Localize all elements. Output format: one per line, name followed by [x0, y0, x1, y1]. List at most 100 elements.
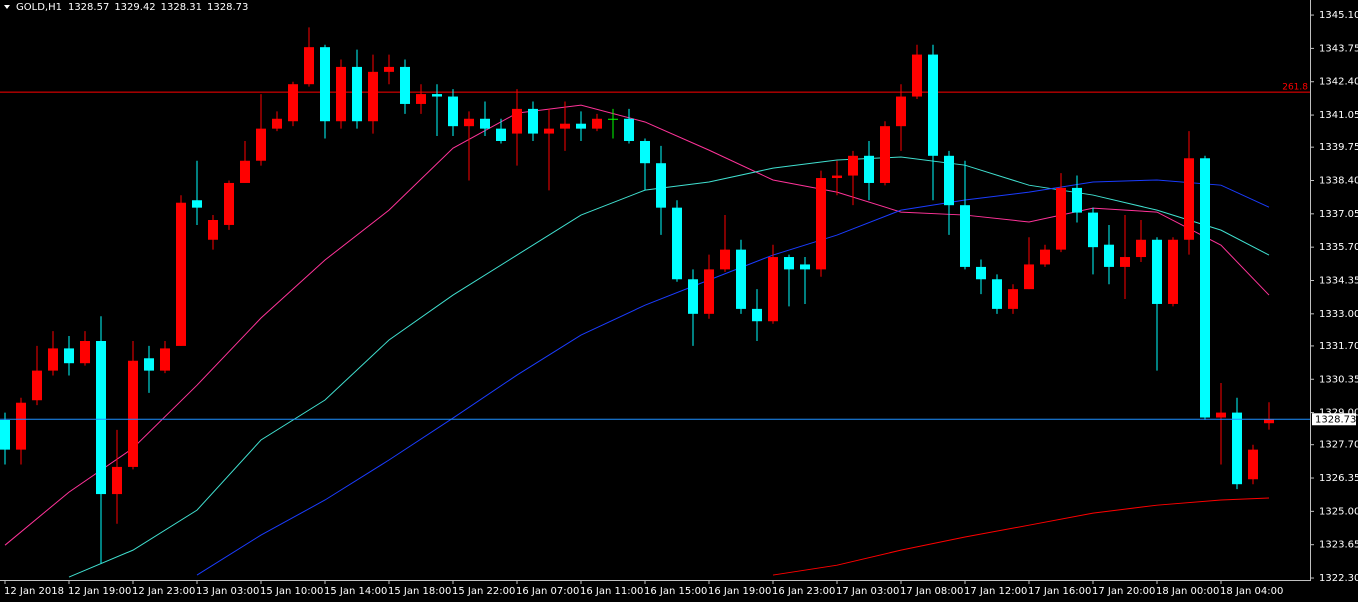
candle-body — [0, 420, 10, 450]
bid-price-box — [1312, 413, 1356, 426]
x-tick-label: 16 Jan 11:00 — [580, 586, 643, 597]
ohlc-low: 1328.31 — [161, 2, 202, 13]
candle-body — [912, 54, 922, 97]
moving-average — [772, 497, 1270, 576]
x-tick-label: 18 Jan 04:00 — [1220, 586, 1283, 597]
candle-body — [400, 66, 410, 104]
y-tick-label: 1330.35 — [1319, 374, 1358, 385]
candle-body — [432, 94, 442, 97]
candle-body — [976, 266, 986, 280]
x-tick-label: 12 Jan 2018 — [4, 586, 64, 597]
candle-body — [1136, 239, 1146, 258]
candle-body — [368, 71, 378, 122]
candle-body — [608, 118, 618, 120]
candle-body — [576, 123, 586, 129]
x-tick-label: 15 Jan 18:00 — [388, 586, 451, 597]
candle-body — [1248, 449, 1258, 480]
candle-body — [224, 182, 234, 225]
candle-body — [304, 47, 314, 85]
candle-body — [784, 257, 794, 270]
x-tick-label: 15 Jan 22:00 — [452, 586, 515, 597]
candle-body — [1072, 187, 1082, 213]
y-tick-label: 1327.70 — [1319, 440, 1358, 451]
candle-body — [272, 118, 282, 129]
candle-body — [64, 348, 74, 364]
candle-body — [1120, 257, 1130, 267]
candle-body — [960, 205, 970, 267]
candle-body — [320, 47, 330, 122]
candle-body — [672, 207, 682, 280]
candle-body — [384, 66, 394, 72]
moving-average — [4, 104, 1270, 546]
candle-body — [928, 54, 938, 156]
candle-body — [240, 160, 250, 183]
x-tick-label: 16 Jan 15:00 — [644, 586, 707, 597]
bid-price-label: 1328.73 — [1315, 414, 1356, 425]
candle-body — [448, 96, 458, 127]
candle-body — [560, 123, 570, 129]
candle-body — [1184, 158, 1194, 240]
y-tick-label: 1326.35 — [1319, 473, 1358, 484]
candle-body — [1024, 264, 1034, 290]
candle-body — [992, 279, 1002, 309]
candle-body — [1040, 249, 1050, 265]
y-tick-label: 1325.00 — [1319, 506, 1358, 517]
x-tick-label: 17 Jan 08:00 — [900, 586, 963, 597]
candle-body — [96, 340, 106, 495]
level-label: 261.8 — [1282, 83, 1308, 93]
x-tick-label: 12 Jan 19:00 — [68, 586, 131, 597]
x-tick-label: 17 Jan 03:00 — [836, 586, 899, 597]
candle-body — [48, 348, 58, 371]
candle-body — [1232, 412, 1242, 485]
candle-body — [848, 155, 858, 176]
plot: 261.8 — [0, 27, 1310, 578]
candle-body — [1056, 187, 1066, 250]
candle-body — [352, 66, 362, 122]
x-tick-label: 13 Jan 03:00 — [196, 586, 259, 597]
candle-body — [592, 118, 602, 129]
candle-body — [1168, 239, 1178, 304]
candle-body — [704, 269, 714, 314]
x-tick-label: 18 Jan 00:00 — [1156, 586, 1219, 597]
candle-body — [80, 340, 90, 364]
candle-body — [1104, 244, 1114, 267]
moving-average — [68, 156, 1270, 578]
x-tick-label: 15 Jan 10:00 — [260, 586, 323, 597]
candle-body — [496, 128, 506, 141]
candle-body — [112, 466, 122, 495]
x-tick-label: 16 Jan 07:00 — [516, 586, 579, 597]
candle-body — [640, 140, 650, 164]
candle-body — [864, 155, 874, 183]
candle-body — [336, 66, 346, 122]
y-tick-label: 1345.10 — [1319, 10, 1358, 21]
candle-body — [160, 348, 170, 371]
candle-body — [544, 128, 554, 134]
candle-body — [144, 358, 154, 371]
candle-body — [896, 96, 906, 127]
y-tick-label: 1333.00 — [1319, 309, 1358, 320]
menu-arrow[interactable] — [4, 5, 10, 9]
candle-body — [16, 402, 26, 450]
candle-body — [480, 118, 490, 129]
candle-body — [1088, 212, 1098, 248]
ohlc-close: 1328.73 — [207, 2, 248, 13]
y-tick-label: 1338.40 — [1319, 175, 1358, 186]
x-tick-label: 16 Jan 19:00 — [708, 586, 771, 597]
y-tick-label: 1341.05 — [1319, 110, 1358, 121]
y-tick-label: 1339.75 — [1319, 142, 1358, 153]
ohlc-open: 1328.57 — [68, 2, 109, 13]
y-tick-label: 1331.70 — [1319, 341, 1358, 352]
candle-body — [176, 202, 186, 346]
candle-body — [1152, 239, 1162, 304]
candle-body — [688, 279, 698, 314]
candle-body — [1264, 419, 1274, 424]
symbol: GOLD,H1 — [16, 2, 62, 13]
ohlc-high: 1329.42 — [114, 2, 155, 13]
candle-body — [816, 178, 826, 270]
y-tick-label: 1343.75 — [1319, 43, 1358, 54]
candle-body — [256, 128, 266, 161]
candle-body — [32, 370, 42, 401]
candle-body — [768, 257, 778, 322]
